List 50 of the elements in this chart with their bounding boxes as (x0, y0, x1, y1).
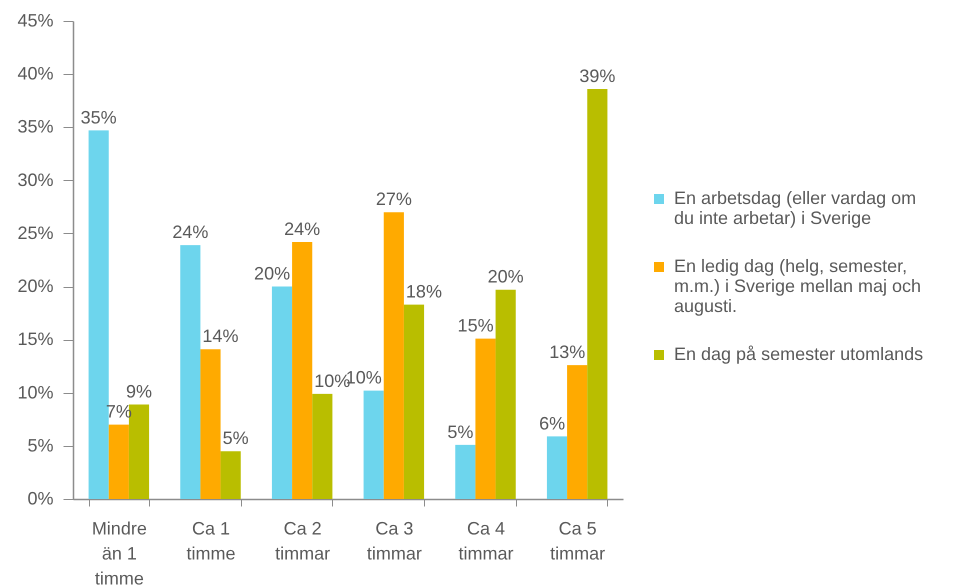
bar (404, 304, 424, 499)
data-label: 35% (80, 107, 117, 128)
y-tick-label: 35% (17, 116, 54, 137)
data-label: 24% (172, 222, 208, 242)
bar (455, 444, 476, 499)
x-tick-label: Ca 2 timmar (275, 518, 330, 564)
y-tick-label: 10% (17, 382, 54, 402)
bar (312, 394, 332, 499)
data-label: 5% (447, 422, 474, 442)
bar (292, 242, 312, 499)
data-label: 39% (579, 66, 616, 86)
x-tick-label: Ca 3 timmar (366, 518, 422, 564)
bar (496, 290, 516, 499)
x-tick-label: Ca 4 timmar (458, 518, 514, 564)
y-tick-label: 15% (17, 329, 54, 350)
y-tick-label: 25% (17, 222, 54, 243)
x-tick-label: Ca 5 timmar (550, 518, 606, 564)
bar (587, 88, 608, 499)
bar (200, 349, 221, 499)
bar (220, 451, 241, 499)
data-label: 24% (284, 218, 320, 239)
bar (475, 338, 496, 499)
bar (180, 245, 200, 499)
data-label: 20% (254, 264, 290, 284)
bar (108, 424, 129, 499)
data-label: 9% (126, 381, 152, 402)
data-label: 14% (202, 326, 238, 346)
data-label: 13% (549, 342, 586, 362)
legend-label: En arbetsdag (eller vardag om du inte arbetar) i Sverige (674, 188, 916, 228)
data-label: 5% (222, 428, 249, 448)
bar (364, 390, 384, 499)
y-tick-label: 30% (17, 170, 54, 190)
bar (384, 212, 404, 499)
y-tick-label: 0% (27, 488, 54, 508)
x-tick-label: Ca 1 timme (186, 518, 236, 564)
data-label: 18% (406, 282, 442, 302)
legend-label: En dag på semester utomlands (674, 344, 924, 364)
y-tick-label: 20% (17, 276, 54, 296)
data-label: 15% (458, 316, 494, 336)
x-tick-label: Mindre än 1 timme (92, 518, 147, 586)
data-label: 27% (376, 189, 412, 210)
data-label: 20% (488, 266, 524, 287)
bar (546, 436, 568, 499)
legend-label: En ledig dag (helg, semester, m.m.) i Sverige mellan maj och augusti. (674, 256, 922, 316)
bar (272, 286, 292, 499)
y-tick-label: 40% (17, 64, 54, 84)
bar (567, 365, 588, 499)
y-tick-label: 5% (27, 435, 54, 456)
y-tick-label: 45% (17, 10, 54, 30)
data-label: 6% (539, 413, 566, 434)
